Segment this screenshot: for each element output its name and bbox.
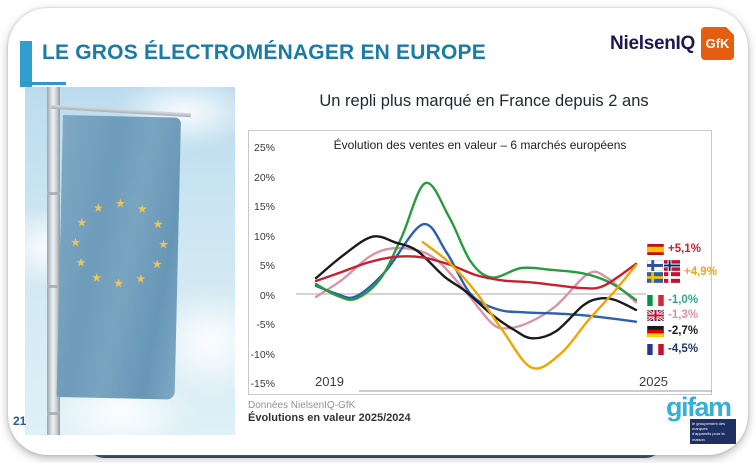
eu-star-icon: ★ xyxy=(76,215,88,230)
y-tick-0%: 0% xyxy=(259,289,275,302)
legend-value-it: -1,0% xyxy=(668,294,699,306)
eu-star-icon: ★ xyxy=(135,271,147,286)
slide-card: LE GROS ÉLECTROMÉNAGER EN EUROPE Nielsen… xyxy=(8,8,748,455)
y-tick-15%: 15% xyxy=(253,201,275,213)
it-flag-icon xyxy=(647,294,664,306)
line-plot xyxy=(296,181,712,392)
series-line-fr xyxy=(314,223,638,323)
eu-star-icon: ★ xyxy=(114,196,126,211)
brand-logos: NielsenIQ GfK xyxy=(610,27,734,60)
flagpole-ring xyxy=(47,285,60,288)
slide-title: LE GROS ÉLECTROMÉNAGER EN EUROPE xyxy=(42,41,486,64)
legend-value-fr: -4,5% xyxy=(668,343,699,355)
se-flag-icon xyxy=(647,272,663,283)
eu-star-icon: ★ xyxy=(75,255,87,270)
series-line-it xyxy=(314,181,638,302)
eu-star-icon: ★ xyxy=(151,257,163,272)
x-axis-label-start: 2019 xyxy=(315,374,344,389)
series-line-nordics xyxy=(421,240,638,370)
legend-row-gb: -1,3% xyxy=(647,309,698,321)
data-source: Données NielsenIQ-GfK xyxy=(248,400,356,411)
gifam-wordmark: gifam xyxy=(666,392,732,422)
legend-value-gb: -1,3% xyxy=(668,309,699,321)
data-note: Évolutions en valeur 2025/2024 xyxy=(248,412,411,424)
gifam-logo: gifam le groupement des marques d'appare… xyxy=(666,392,748,444)
nielseniq-logo: NielsenIQ xyxy=(610,32,695,54)
y-tick-20%: 20% xyxy=(253,171,275,184)
title-accent-bar xyxy=(20,41,32,87)
legend-row-it: -1,0% xyxy=(647,294,698,306)
eu-star-icon: ★ xyxy=(92,201,104,216)
y-tick--10%: -10% xyxy=(250,348,275,361)
gifam-tagline-line2: d'appareils pour la maison xyxy=(692,431,725,442)
title-underline xyxy=(22,82,66,85)
y-tick--15%: -15% xyxy=(250,378,275,390)
y-tick-10%: 10% xyxy=(253,230,275,243)
gifam-tagline-line1: le groupement des marques xyxy=(692,421,726,432)
page-number: 21 xyxy=(13,414,27,428)
x-axis-label-end: 2025 xyxy=(639,374,668,389)
chart-title: Évolution des ventes en valeur – 6 march… xyxy=(333,138,627,152)
legend-value-nordics: +4,9% xyxy=(684,265,717,278)
eu-star-icon: ★ xyxy=(136,202,148,217)
chart-panel: Évolution des ventes en valeur – 6 march… xyxy=(248,130,717,395)
no-flag-icon xyxy=(664,260,680,271)
series-line-gb xyxy=(314,246,638,330)
eu-star-icon: ★ xyxy=(157,237,170,252)
eu-star-icon: ★ xyxy=(152,217,164,232)
legend-value-es: +5,1% xyxy=(668,243,701,255)
eu-star-icon: ★ xyxy=(91,270,103,285)
chart-headline: Un repli plus marqué en France depuis 2 … xyxy=(319,92,649,110)
fr-flag-icon xyxy=(647,343,664,355)
de-flag-icon xyxy=(647,325,664,337)
y-tick--5%: -5% xyxy=(256,319,275,331)
gifam-tagline: le groupement des marques d'appareils po… xyxy=(690,419,736,444)
eu-flag-banner: ★ ★ ★ ★ ★ ★ ★ ★ ★ ★ ★ ★ xyxy=(56,115,181,400)
legend-value-de: -2,7% xyxy=(668,325,699,337)
flagpole-ring xyxy=(47,412,60,415)
series-line-es xyxy=(314,255,638,290)
legend-row-nordics: +4,9% xyxy=(647,260,717,283)
legend-row-es: +5,1% xyxy=(647,243,701,255)
gb-flag-icon xyxy=(647,309,664,321)
y-tick-25%: 25% xyxy=(253,142,275,154)
eu-star-icon: ★ xyxy=(113,276,125,291)
dk-flag-icon xyxy=(664,272,680,283)
nordic-flags-icon xyxy=(647,260,680,283)
es-flag-icon xyxy=(647,243,664,255)
legend-row-de: -2,7% xyxy=(647,325,698,337)
legend-row-fr: -4,5% xyxy=(647,343,698,355)
fi-flag-icon xyxy=(647,260,663,271)
eu-flag-photo: ★ ★ ★ ★ ★ ★ ★ ★ ★ ★ ★ ★ xyxy=(25,87,235,435)
gfk-logo: GfK xyxy=(701,27,734,60)
flagpole-ring xyxy=(47,192,60,195)
y-tick-5%: 5% xyxy=(259,260,275,272)
eu-star-icon: ★ xyxy=(69,235,82,250)
